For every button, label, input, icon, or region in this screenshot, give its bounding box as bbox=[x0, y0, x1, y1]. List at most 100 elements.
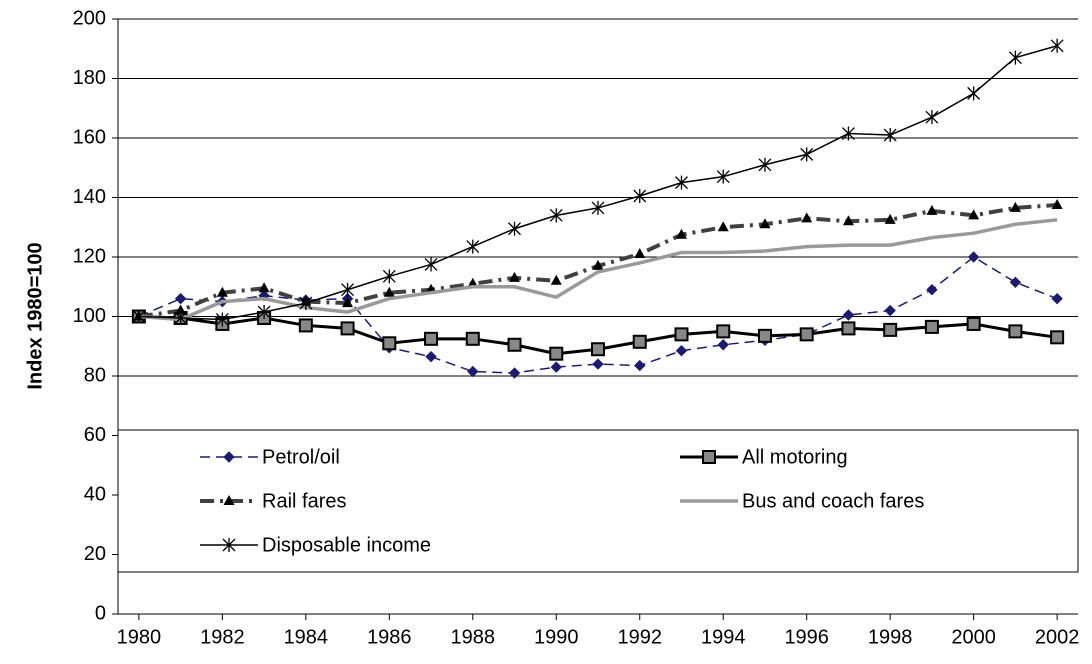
marker bbox=[1050, 330, 1065, 345]
marker bbox=[716, 169, 730, 184]
marker bbox=[675, 175, 688, 190]
marker bbox=[174, 310, 188, 325]
marker bbox=[298, 318, 313, 333]
marker bbox=[223, 495, 235, 505]
series-line bbox=[138, 218, 1058, 322]
y-tick-label: 120 bbox=[73, 245, 106, 267]
marker bbox=[799, 327, 814, 342]
marker bbox=[675, 345, 688, 357]
marker bbox=[175, 304, 187, 315]
marker bbox=[926, 204, 938, 215]
marker bbox=[258, 282, 270, 293]
marker bbox=[382, 336, 397, 351]
marker bbox=[216, 286, 228, 297]
marker bbox=[507, 337, 522, 352]
legend-item: Petrol/oil bbox=[200, 446, 340, 468]
marker bbox=[257, 305, 271, 320]
marker bbox=[1008, 50, 1022, 65]
y-tick-label: 180 bbox=[73, 67, 106, 89]
marker bbox=[592, 358, 604, 370]
marker bbox=[425, 350, 437, 363]
legend-label: Rail fares bbox=[262, 490, 346, 512]
marker bbox=[466, 239, 480, 254]
marker bbox=[592, 259, 604, 270]
marker bbox=[1050, 38, 1064, 53]
marker bbox=[1009, 276, 1022, 288]
marker bbox=[549, 208, 563, 223]
marker bbox=[717, 221, 729, 232]
marker bbox=[925, 110, 939, 125]
y-tick-label: 80 bbox=[84, 364, 106, 386]
x-tick-label: 2002 bbox=[1035, 626, 1080, 648]
legend-label: All motoring bbox=[742, 446, 848, 468]
x-tick-label: 1996 bbox=[784, 626, 829, 648]
marker bbox=[884, 304, 896, 317]
marker bbox=[924, 319, 939, 334]
marker bbox=[508, 221, 521, 236]
x-tick-label: 1986 bbox=[367, 626, 412, 648]
marker bbox=[674, 327, 689, 342]
marker bbox=[716, 324, 731, 339]
y-axis-label: Index 1980=100 bbox=[24, 242, 46, 389]
marker bbox=[967, 251, 980, 263]
marker bbox=[382, 269, 396, 284]
legend-item: Bus and coach fares bbox=[680, 490, 924, 512]
series-line bbox=[138, 45, 1058, 321]
y-tick-label: 100 bbox=[73, 305, 106, 327]
marker bbox=[675, 228, 687, 239]
y-tick-label: 40 bbox=[84, 483, 106, 505]
marker bbox=[465, 331, 480, 346]
marker bbox=[1009, 201, 1021, 212]
marker bbox=[801, 212, 813, 223]
marker bbox=[215, 312, 229, 327]
marker bbox=[591, 342, 605, 357]
marker bbox=[1008, 324, 1023, 339]
marker bbox=[883, 128, 897, 143]
marker bbox=[424, 257, 438, 272]
marker bbox=[341, 282, 355, 297]
x-tick-label: 1990 bbox=[534, 626, 579, 648]
y-tick-label: 200 bbox=[73, 7, 106, 29]
x-tick-label: 1984 bbox=[284, 626, 329, 648]
marker bbox=[632, 334, 647, 349]
marker bbox=[842, 215, 854, 226]
y-tick-label: 140 bbox=[73, 186, 106, 208]
marker bbox=[132, 309, 146, 324]
marker bbox=[841, 126, 855, 141]
legend-item: Rail fares bbox=[200, 490, 346, 512]
marker bbox=[800, 147, 814, 162]
marker bbox=[883, 322, 898, 337]
marker bbox=[841, 321, 856, 336]
marker bbox=[550, 274, 562, 285]
marker bbox=[759, 218, 771, 229]
y-tick-label: 160 bbox=[73, 126, 106, 148]
legend-box bbox=[117, 429, 1079, 573]
marker bbox=[702, 450, 716, 464]
x-tick-label: 1980 bbox=[117, 626, 162, 648]
marker bbox=[222, 538, 236, 552]
x-tick-label: 1998 bbox=[868, 626, 913, 648]
x-tick-label: 1988 bbox=[451, 626, 496, 648]
marker bbox=[1051, 292, 1063, 305]
marker bbox=[758, 157, 772, 172]
marker bbox=[967, 86, 981, 101]
marker bbox=[757, 328, 772, 343]
x-tick-label: 1994 bbox=[701, 626, 746, 648]
marker bbox=[968, 209, 980, 220]
marker bbox=[591, 200, 605, 215]
marker bbox=[467, 365, 479, 378]
marker bbox=[299, 296, 313, 311]
legend-item: All motoring bbox=[680, 446, 848, 468]
x-tick-label: 1982 bbox=[200, 626, 245, 648]
marker bbox=[223, 451, 235, 463]
marker bbox=[549, 346, 564, 361]
legend-label: Petrol/oil bbox=[262, 446, 340, 468]
marker bbox=[340, 321, 355, 336]
marker bbox=[842, 309, 855, 321]
marker bbox=[634, 248, 646, 259]
marker bbox=[634, 359, 646, 372]
marker bbox=[884, 213, 896, 224]
marker bbox=[717, 339, 729, 351]
series-line bbox=[138, 256, 1058, 374]
